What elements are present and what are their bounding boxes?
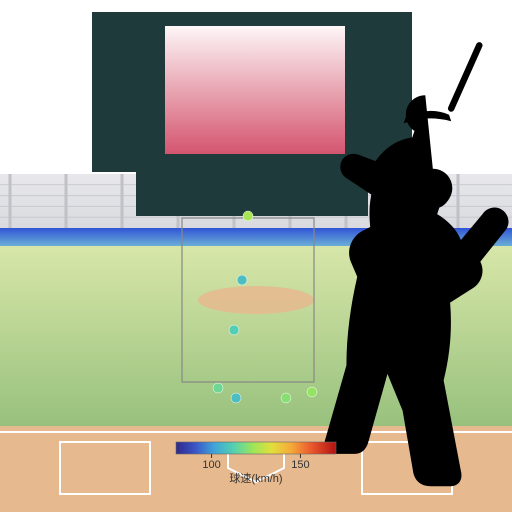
pitch-point: [213, 383, 223, 393]
scoreboard-foot: [136, 172, 368, 216]
pitch-point: [231, 393, 241, 403]
pitch-point: [229, 325, 239, 335]
pitchers-mound: [198, 286, 314, 314]
pitch-point: [307, 387, 317, 397]
colorbar-caption: 球速(km/h): [229, 471, 282, 485]
scoreboard-screen: [165, 26, 345, 154]
colorbar-tick-label: 100: [202, 459, 220, 471]
speed-colorbar: [176, 442, 336, 454]
pitch-point: [281, 393, 291, 403]
pitch-location-figure: 100 150 球速(km/h): [0, 0, 512, 512]
colorbar-tick-label: 150: [291, 459, 309, 471]
pitch-point: [243, 211, 253, 221]
pitch-point: [237, 275, 247, 285]
